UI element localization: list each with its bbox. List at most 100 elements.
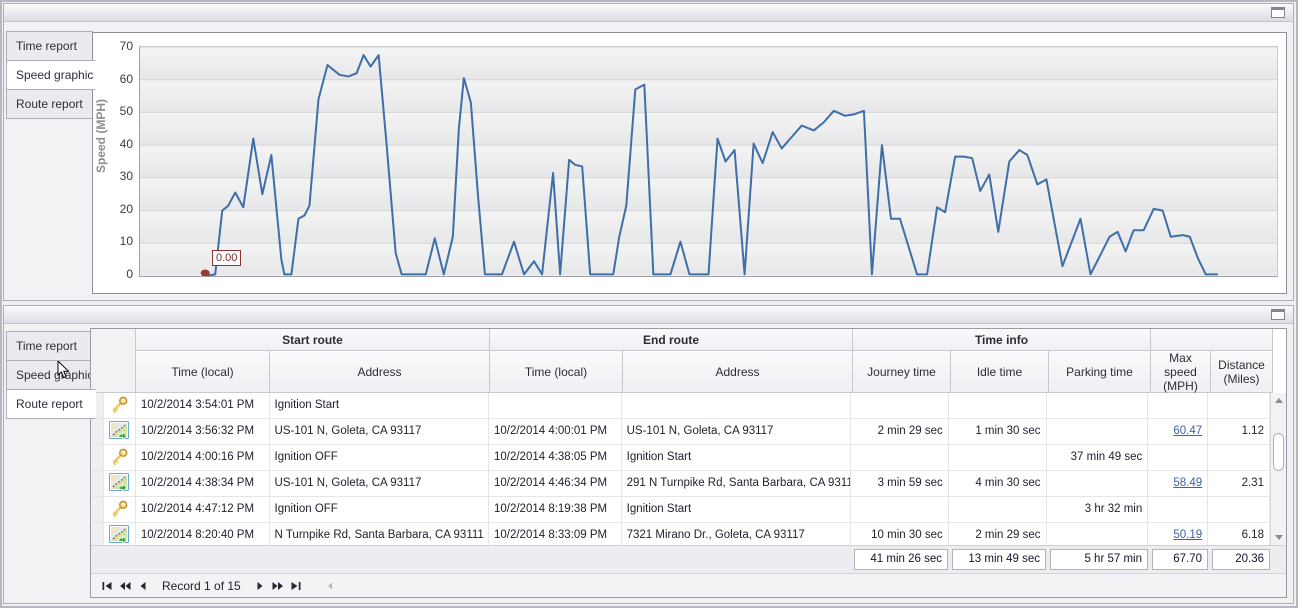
grid-cell [1148,497,1209,523]
maximize-icon[interactable] [1271,7,1285,18]
grid-cell: 10/2/2014 4:00:01 PM [488,419,622,445]
column-header-max-speed[interactable]: Max speed (MPH) [1151,351,1211,393]
grid-cell [1047,523,1149,545]
route-map-icon [104,523,136,545]
grid-cell: 1.12 [1208,419,1270,445]
grid-summary-row: 41 min 26 sec 13 min 49 sec 5 hr 57 min … [91,545,1286,573]
table-row[interactable]: 10/2/2014 4:47:12 PM Ignition OFF 10/2/201… [91,497,1270,523]
column-header-parking-time[interactable]: Parking time [1049,351,1151,393]
grid-cell: Ignition OFF [269,497,489,523]
grid-cell: 2 min 29 sec [949,523,1047,545]
grid-cell: N Turnpike Rd, Santa Barbara, CA 93111 [270,523,489,545]
maximize-icon[interactable] [1271,309,1285,320]
column-header-start-address[interactable]: Address [270,351,490,393]
grid-cell: 7321 Mirano Dr., Goleta, CA 93117 [622,523,852,545]
column-header-journey-time[interactable]: Journey time [853,351,951,393]
tab-time-report[interactable]: Time report [6,31,93,61]
column-header-idle-time[interactable]: Idle time [951,351,1049,393]
grid-cell: Ignition Start [269,393,489,419]
tab-speed-graphic[interactable]: Speed graphic [6,360,93,390]
route-report-panel: Time report Speed graphic Route report S… [3,305,1294,604]
grid-cell: US-101 N, Goleta, CA 93117 [269,471,489,497]
scrollbar-thumb[interactable] [1273,433,1284,471]
scroll-up-icon[interactable] [1275,398,1283,403]
grid-cell: 6.18 [1208,523,1270,545]
tab-time-report[interactable]: Time report [6,331,93,361]
grid-header: Start route Time (local) Address End rou… [91,329,1273,393]
nav-last-button[interactable] [287,578,305,594]
speed-graphic-panel: Time report Speed graphic Route report S… [3,3,1294,301]
max-speed-link[interactable]: 60.47 [1173,425,1203,437]
nav-prev-page-button[interactable] [116,578,134,594]
grid-cell: 10/2/2014 4:46:34 PM [488,471,622,497]
column-header-end-time[interactable]: Time (local) [490,351,623,393]
table-row[interactable]: 10/2/2014 4:38:34 PM US-101 N, Goleta, CA… [91,471,1270,497]
group-header-time-info: Time info [853,329,1151,351]
route-report-grid: Start route Time (local) Address End rou… [90,328,1287,598]
grid-cell [948,497,1047,523]
grid-cell: 37 min 49 sec [1046,445,1149,471]
speed-line-series [140,47,1277,276]
grid-cell [488,393,622,419]
nav-prev-button[interactable] [134,578,152,594]
scroll-down-icon[interactable] [1275,535,1283,540]
group-header-start-route: Start route [136,329,490,351]
ignition-key-icon [103,445,136,471]
speed-chart: Speed (MPH) 0 10 20 30 40 50 60 70 0.00 [92,32,1287,294]
record-navigator: Record 1 of 15 [91,573,1286,597]
table-row[interactable]: 10/2/2014 3:54:01 PM Ignition Start [91,393,1270,419]
grid-cell: 10/2/2014 3:56:32 PM [135,419,270,445]
column-header-distance[interactable]: Distance (Miles) [1211,351,1273,393]
tab-route-report[interactable]: Route report [6,89,93,119]
grid-cell: 10/2/2014 3:54:01 PM [135,393,270,419]
grid-cell [1208,497,1270,523]
tab-route-report[interactable]: Route report [6,389,96,419]
grid-cell: 58.49 [1148,471,1209,497]
grid-cell [851,393,949,419]
grid-cell: 10/2/2014 8:33:09 PM [489,523,622,545]
max-speed-link[interactable]: 58.49 [1173,477,1203,489]
report-tabs-bottom: Time report Speed graphic Route report [6,331,96,419]
y-axis-tick: 50 [119,104,133,119]
row-indicator [91,523,104,545]
summary-idle-time: 13 min 49 sec [952,549,1046,570]
y-axis-tick: 20 [119,201,133,216]
group-header-empty [1151,329,1273,351]
y-axis-tick: 70 [119,39,133,53]
grid-cell: 291 N Turnpike Rd, Santa Barbara, CA 931… [621,471,852,497]
table-row[interactable]: 10/2/2014 4:00:16 PM Ignition OFF 10/2/201… [91,445,1270,471]
y-axis-tick: 30 [119,169,133,184]
column-header-start-time[interactable]: Time (local) [136,351,270,393]
grid-cell [948,445,1047,471]
grid-cell: 1 min 30 sec [948,419,1047,445]
table-row[interactable]: 10/2/2014 8:20:40 PM N Turnpike Rd, Santa… [91,523,1270,545]
grid-cell [1208,393,1270,419]
table-row[interactable]: 10/2/2014 3:56:32 PM US-101 N, Goleta, CA… [91,419,1270,445]
row-indicator [91,445,104,471]
grid-cell [1148,445,1209,471]
summary-parking-time: 5 hr 57 min [1050,549,1148,570]
ignition-key-icon [103,497,136,523]
hscroll-left-arrow[interactable] [321,578,339,594]
summary-journey-time: 41 min 26 sec [854,549,948,570]
row-indicator [91,497,104,523]
tab-speed-graphic[interactable]: Speed graphic [6,60,96,90]
summary-distance: 20.36 [1212,549,1270,570]
grid-cell: Ignition Start [621,497,852,523]
panel-caption-bar [4,4,1293,22]
panel-caption-bar [4,306,1293,324]
grid-cell [851,445,949,471]
grid-cell: 50.19 [1148,523,1209,545]
column-header-end-address[interactable]: Address [623,351,853,393]
grid-cell: 10/2/2014 4:38:05 PM [488,445,622,471]
nav-next-page-button[interactable] [269,578,287,594]
grid-cell [621,393,852,419]
max-speed-link[interactable]: 50.19 [1173,529,1203,541]
grid-cell: 10/2/2014 4:38:34 PM [135,471,270,497]
chart-plot-area: 0.00 [139,46,1278,277]
nav-first-button[interactable] [98,578,116,594]
grid-rows: 10/2/2014 3:54:01 PM Ignition Start 10/2/2… [91,393,1270,545]
record-counter: Record 1 of 15 [162,578,241,593]
nav-next-button[interactable] [251,578,269,594]
route-map-icon [103,419,136,445]
